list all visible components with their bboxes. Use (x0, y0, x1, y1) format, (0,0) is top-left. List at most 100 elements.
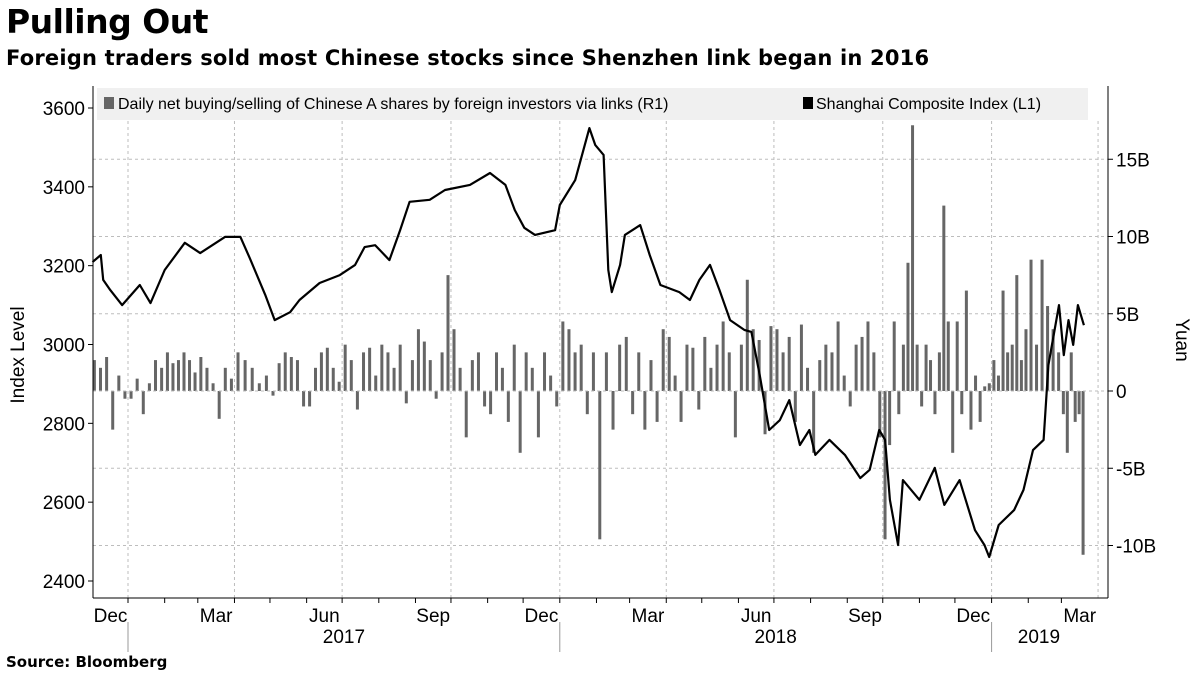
bar (854, 344, 858, 391)
bar (410, 360, 414, 391)
bar (398, 344, 402, 391)
left-tick-label: 3600 (43, 99, 85, 120)
x-month-label: Jun (741, 606, 772, 627)
bar (618, 344, 622, 391)
bar (440, 352, 444, 391)
bar (751, 329, 755, 391)
bar (942, 205, 946, 391)
x-year-label: 2019 (1018, 627, 1060, 648)
bar (295, 360, 299, 391)
bar (171, 363, 175, 391)
bar (643, 391, 647, 430)
bar (243, 360, 247, 391)
bar (446, 275, 450, 391)
bar (757, 340, 761, 391)
bar (733, 391, 737, 438)
bar (147, 383, 151, 391)
bar (512, 344, 516, 391)
bar (1035, 344, 1039, 391)
bar (470, 360, 474, 391)
bar (585, 391, 589, 415)
bar (897, 391, 901, 415)
bar (289, 357, 293, 391)
bar (1019, 360, 1023, 391)
bar (380, 344, 384, 391)
bar (404, 391, 408, 404)
bar (806, 367, 810, 391)
bar (818, 360, 822, 391)
bar (416, 329, 420, 391)
bar (236, 352, 240, 391)
bar (98, 367, 102, 391)
right-tick-label: 0 (1116, 382, 1127, 403)
bar (483, 391, 487, 407)
bar (883, 391, 887, 540)
bar (1006, 352, 1010, 391)
legend-swatch-line (803, 97, 813, 109)
bar (1061, 391, 1065, 415)
bar (709, 367, 713, 391)
bar (325, 347, 329, 391)
bar (946, 321, 950, 391)
right-tick-label: 5B (1116, 305, 1139, 326)
bar (915, 344, 919, 391)
bar (579, 344, 583, 391)
bar (951, 391, 955, 453)
bar (1073, 391, 1077, 422)
x-month-label: Jun (309, 606, 340, 627)
right-tick-label: -10B (1116, 537, 1156, 558)
legend-swatch-bars (104, 97, 114, 109)
bar (374, 375, 378, 391)
bar (691, 347, 695, 391)
bar (911, 125, 915, 391)
x-month-label: Dec (956, 606, 990, 627)
bar (824, 344, 828, 391)
bar (978, 391, 982, 422)
bar (264, 375, 268, 391)
bar (933, 391, 937, 415)
bar (661, 329, 665, 391)
bar (141, 391, 145, 415)
bar (1051, 329, 1055, 391)
bar (901, 344, 905, 391)
bar (283, 352, 287, 391)
bar (205, 367, 209, 391)
bar (1001, 290, 1005, 391)
bar (679, 391, 683, 422)
bar (343, 344, 347, 391)
bar (536, 391, 540, 438)
bar (685, 344, 689, 391)
legend-label-bars: Daily net buying/selling of Chinese A sh… (118, 96, 669, 113)
bar (906, 262, 910, 391)
bar (604, 352, 608, 391)
bar (422, 341, 426, 391)
bar (500, 367, 504, 391)
bar (955, 321, 959, 391)
bar (1015, 275, 1019, 391)
bar (655, 391, 659, 422)
bar (721, 321, 725, 391)
bar (878, 391, 882, 438)
bar (830, 352, 834, 391)
bar (217, 391, 221, 419)
bar (631, 391, 635, 415)
bar (434, 391, 438, 399)
right-tick-label: 10B (1116, 228, 1150, 249)
bar (506, 391, 510, 422)
chart-title: Pulling Out (6, 2, 209, 41)
bar (308, 391, 312, 407)
left-tick-label: 2800 (43, 414, 85, 435)
bar (257, 383, 261, 391)
bar (872, 352, 876, 391)
x-month-label: Dec (525, 606, 559, 627)
bar (92, 360, 96, 391)
bar (591, 352, 595, 391)
bar (611, 391, 615, 430)
bar (987, 383, 991, 391)
bar (860, 336, 864, 391)
bar (349, 360, 353, 391)
bar (188, 360, 192, 391)
bar (223, 367, 227, 391)
bar (319, 352, 323, 391)
